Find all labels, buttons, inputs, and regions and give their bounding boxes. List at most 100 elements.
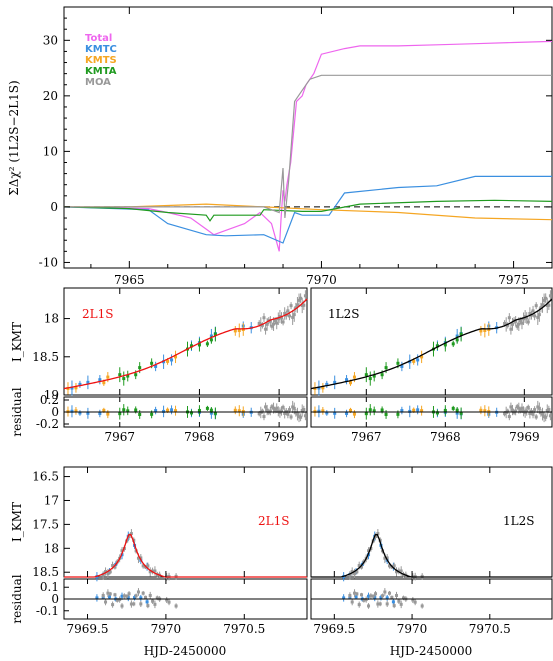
residual-point: [397, 599, 401, 603]
data-point: [506, 323, 510, 327]
residual-point: [295, 412, 299, 416]
residual-point: [170, 408, 174, 412]
x-tick-label: 7969.5: [67, 622, 109, 636]
residual-point: [367, 594, 371, 598]
bot-residual-label: residual: [10, 574, 24, 623]
mid-residual-label: residual: [10, 387, 24, 436]
data-point: [292, 313, 296, 317]
data-point: [126, 374, 130, 378]
residual-point: [408, 409, 412, 413]
data-point: [286, 309, 290, 313]
residual-point: [416, 408, 420, 412]
residual-point: [134, 408, 138, 412]
residual-point: [148, 593, 152, 597]
y-tick-label: 20: [43, 89, 58, 103]
data-point: [507, 316, 511, 320]
data-point: [367, 549, 371, 553]
residual-point: [165, 598, 169, 602]
residual-point: [368, 408, 372, 412]
residual-point: [292, 406, 296, 410]
data-point: [302, 303, 306, 307]
residual-point: [321, 409, 325, 413]
residual-point: [390, 595, 394, 599]
data-point: [127, 534, 131, 538]
residual-point: [189, 411, 193, 415]
model-curve: [64, 533, 307, 578]
mid-left-frame: [63, 287, 308, 396]
data-point: [525, 316, 529, 320]
residual-point: [132, 602, 136, 606]
residual-point: [95, 596, 99, 600]
data-point: [350, 570, 354, 574]
residual-y-tick-label: 0: [51, 592, 59, 606]
residual-y-tick-label: 0.2: [40, 393, 59, 407]
residual-point: [205, 406, 209, 410]
data-point: [541, 303, 545, 307]
residual-point: [260, 409, 264, 413]
data-point: [299, 296, 303, 300]
data-point: [276, 317, 280, 321]
residual-point: [342, 596, 346, 600]
data-point: [395, 570, 399, 574]
residual-point: [233, 408, 237, 412]
data-point: [154, 364, 158, 368]
data-point: [162, 360, 166, 364]
residual-point: [297, 415, 301, 419]
data-point: [166, 359, 170, 363]
data-point: [374, 534, 378, 538]
residual-point: [522, 409, 526, 413]
x-tick-label: 7968: [430, 430, 461, 444]
residual-point: [373, 595, 377, 599]
data-point: [536, 315, 540, 319]
data-point: [392, 564, 396, 568]
data-point: [265, 322, 269, 326]
data-point: [517, 322, 521, 326]
legend-kmts: KMTS: [85, 55, 117, 66]
residual-point: [411, 598, 415, 602]
residual-point: [150, 412, 154, 416]
residual-point: [111, 603, 115, 607]
data-point: [273, 319, 277, 323]
residual-point: [510, 408, 514, 412]
data-point: [372, 374, 376, 378]
x-tick-label: 7969: [509, 430, 540, 444]
bot-left-model-label: 2L1S: [258, 514, 289, 528]
residual-point: [303, 414, 307, 418]
residual-point: [372, 409, 376, 413]
residual-point: [133, 596, 137, 600]
top-frame: [63, 6, 553, 269]
data-point: [451, 342, 455, 346]
residual-point: [213, 411, 217, 415]
data-point: [380, 373, 384, 377]
residual-point: [525, 409, 529, 413]
x-tick-label: 7969: [264, 430, 295, 444]
residual-point: [542, 415, 546, 419]
residual-point: [141, 591, 145, 595]
residual-point: [118, 598, 122, 602]
x-axis-label-left: HJD-2450000: [144, 644, 227, 658]
data-point: [136, 556, 140, 560]
data-point: [264, 327, 268, 331]
residual-point: [333, 411, 337, 415]
residual-point: [523, 411, 527, 415]
data-point: [345, 378, 349, 382]
data-point: [101, 573, 105, 577]
residual-point: [402, 596, 406, 600]
data-point: [268, 319, 272, 323]
data-point: [102, 381, 106, 385]
residual-point: [509, 405, 513, 409]
data-point: [189, 344, 193, 348]
residual-point: [400, 409, 404, 413]
residual-point: [108, 592, 112, 596]
residual-point: [155, 596, 159, 600]
x-tick-label: 7970: [151, 622, 182, 636]
data-point: [348, 573, 352, 577]
residual-point: [395, 593, 399, 597]
data-point: [412, 359, 416, 363]
data-point: [384, 366, 388, 370]
residual-point: [352, 412, 356, 416]
residual-point: [517, 406, 521, 410]
x-tick-label: 7970.5: [223, 622, 265, 636]
y-tick-label: 30: [43, 33, 58, 47]
